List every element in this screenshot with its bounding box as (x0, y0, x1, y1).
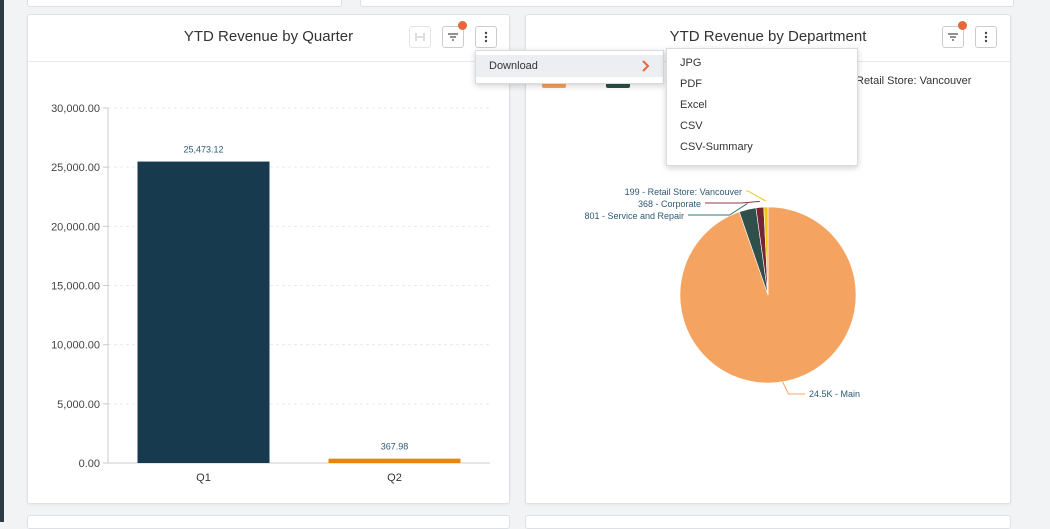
data-label: 25,473.12 (183, 145, 223, 155)
filter-button[interactable] (442, 21, 467, 48)
card-below-right (525, 515, 1011, 529)
more-vertical-icon (984, 31, 988, 43)
bar-q1[interactable] (137, 161, 270, 463)
more-vertical-icon (484, 31, 488, 43)
y-tick-label: 20,000.00 (51, 221, 100, 233)
revenue-by-quarter-card: YTD Revenue by Quarter 0.00 5,000.00 (27, 14, 510, 504)
chevron-right-icon (642, 60, 650, 72)
download-jpg[interactable]: JPG (680, 57, 702, 69)
slice-label: 24.5K - Main (809, 389, 860, 399)
card-above-right (360, 0, 1014, 7)
card-header: YTD Revenue by Quarter (28, 15, 509, 62)
notification-dot (958, 21, 967, 30)
legend-label-retail[interactable]: Retail Store: Vancouver (856, 75, 972, 87)
y-tick-label: 10,000.00 (51, 340, 100, 352)
download-excel[interactable]: Excel (680, 99, 707, 111)
more-options-button[interactable] (475, 26, 497, 48)
leader-line (782, 381, 805, 395)
data-label: 367.98 (381, 442, 409, 452)
card-above-left (27, 0, 342, 7)
leader-line (688, 202, 748, 216)
slice-label: 199 - Retail Store: Vancouver (625, 187, 742, 197)
download-menu-item[interactable]: Download (476, 55, 663, 77)
leader-line (746, 190, 767, 202)
y-tick-label: 5,000.00 (57, 399, 100, 411)
download-pdf[interactable]: PDF (680, 78, 702, 90)
x-tick-label: Q2 (387, 472, 402, 484)
leader-line (705, 200, 760, 204)
bar-chart: 0.00 5,000.00 10,000.00 15,000.00 20,000.00 2… (51, 103, 490, 484)
y-tick-label: 30,000.00 (51, 103, 100, 115)
pie-slice-retail-store-vancouver[interactable] (763, 206, 769, 296)
card-below-left (27, 515, 510, 529)
filter-button[interactable] (942, 21, 967, 48)
y-tick-label: 15,000.00 (51, 281, 100, 293)
y-tick-label: 25,000.00 (51, 162, 100, 174)
card-title: YTD Revenue by Department (669, 28, 867, 45)
expand-horizontal-icon (415, 33, 425, 41)
card-title: YTD Revenue by Quarter (183, 28, 354, 45)
pie-chart: 24.5K - Main 801 - Service and Repair 368 … (584, 187, 860, 399)
more-options-button[interactable] (975, 26, 997, 48)
y-tick-label: 0.00 (79, 458, 100, 470)
download-submenu: JPG PDF Excel CSV CSV-Summary (666, 48, 858, 166)
x-tick-label: Q1 (196, 472, 211, 484)
download-csv-summary[interactable]: CSV-Summary (680, 141, 753, 153)
notification-dot (458, 21, 467, 30)
slice-label: 368 - Corporate (638, 199, 701, 209)
window-frame-left (0, 0, 4, 522)
slice-label: 801 - Service and Repair (584, 211, 684, 221)
download-csv[interactable]: CSV (680, 120, 703, 132)
download-label: Download (489, 60, 538, 72)
expand-button[interactable] (409, 26, 431, 48)
filter-icon (948, 33, 958, 41)
bar-q2[interactable] (328, 458, 461, 463)
options-menu: Download (475, 50, 664, 84)
filter-icon (448, 33, 458, 41)
